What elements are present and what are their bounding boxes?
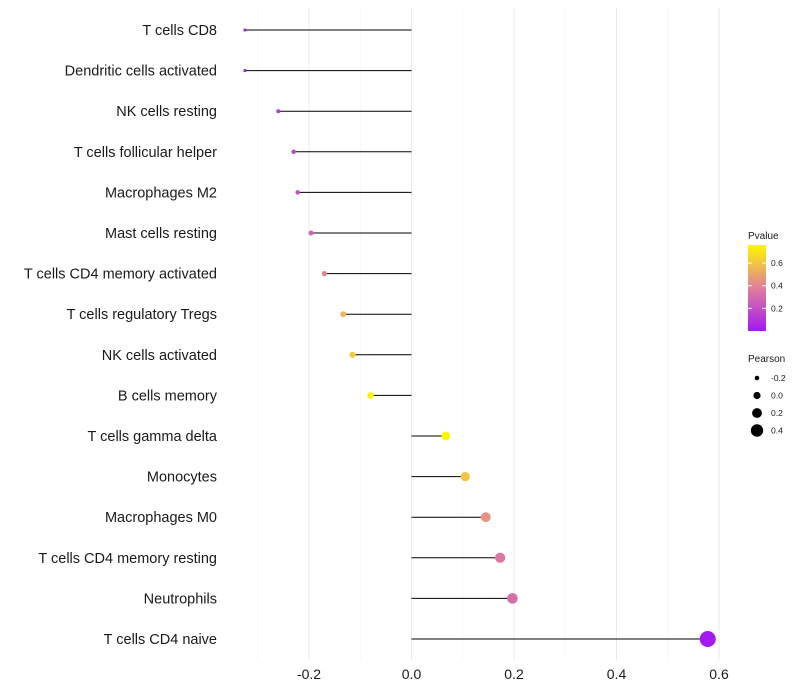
lollipop-point bbox=[480, 512, 491, 523]
category-label: T cells CD4 memory activated bbox=[24, 267, 217, 283]
category-label: T cells CD8 bbox=[142, 23, 217, 39]
category-label: Neutrophils bbox=[144, 591, 217, 607]
category-label: T cells gamma delta bbox=[88, 429, 218, 445]
lollipop-points bbox=[243, 28, 716, 648]
colorbar-tick-label: 0.6 bbox=[771, 258, 783, 268]
lollipop-point bbox=[460, 471, 470, 482]
size-legend-dot bbox=[750, 424, 764, 437]
pvalue-colorbar bbox=[748, 245, 766, 331]
category-label: Macrophages M2 bbox=[105, 185, 217, 201]
category-label: Dendritic cells activated bbox=[65, 64, 217, 80]
size-legend-label: 0.4 bbox=[771, 426, 783, 436]
lollipop-point bbox=[321, 270, 328, 277]
pvalue-legend: Pvalue 0.2 0.4 0.6 bbox=[748, 231, 783, 331]
pvalue-legend-title: Pvalue bbox=[748, 231, 779, 242]
category-label: Monocytes bbox=[147, 470, 217, 486]
x-tick-label: 0.6 bbox=[709, 666, 729, 682]
category-label: Macrophages M0 bbox=[105, 510, 217, 526]
lollipop-point bbox=[291, 149, 296, 155]
lollipop-point bbox=[295, 190, 301, 195]
size-legend-label: 0.2 bbox=[771, 408, 783, 418]
lollipop-point bbox=[340, 311, 347, 318]
x-axis-ticks: -0.2 0.0 0.2 0.4 0.6 bbox=[297, 666, 729, 682]
colorbar-tick-label: 0.4 bbox=[771, 281, 783, 291]
size-legend-label: 0.0 bbox=[771, 391, 783, 401]
pearson-legend: Pearson -0.2 0.0 0.2 0.4 bbox=[748, 354, 786, 437]
category-label: T cells CD4 memory resting bbox=[38, 551, 217, 567]
category-label: NK cells activated bbox=[102, 348, 217, 364]
category-label: T cells follicular helper bbox=[74, 145, 217, 161]
lollipop-point bbox=[507, 593, 518, 604]
lollipop-point bbox=[367, 392, 374, 399]
lollipop-point bbox=[441, 431, 451, 441]
category-labels: T cells CD8 Dendritic cells activated NK c… bbox=[24, 23, 218, 648]
x-tick-label: -0.2 bbox=[297, 666, 321, 682]
category-label: Mast cells resting bbox=[105, 226, 217, 242]
lollipop-point bbox=[243, 28, 247, 32]
category-label: T cells CD4 naive bbox=[104, 632, 217, 648]
size-legend-dot bbox=[752, 408, 762, 418]
colorbar-tick-label: 0.2 bbox=[771, 303, 783, 313]
lollipop-stems bbox=[244, 29, 708, 640]
size-legend-dot bbox=[754, 375, 760, 381]
lollipop-point bbox=[495, 552, 506, 563]
lollipop-point bbox=[243, 69, 247, 73]
pearson-legend-title: Pearson bbox=[748, 354, 785, 365]
category-label: T cells regulatory Tregs bbox=[67, 307, 217, 323]
lollipop-point bbox=[349, 351, 356, 358]
x-tick-label: 0.2 bbox=[504, 666, 524, 682]
x-tick-label: 0.0 bbox=[402, 666, 422, 682]
category-label: B cells memory bbox=[118, 388, 218, 404]
lollipop-point bbox=[308, 230, 314, 236]
grid-lines bbox=[257, 8, 720, 660]
category-label: NK cells resting bbox=[116, 104, 217, 120]
lollipop-point bbox=[699, 630, 716, 648]
lollipop-point bbox=[276, 109, 281, 114]
size-legend-dot bbox=[753, 391, 761, 400]
size-legend-label: -0.2 bbox=[771, 373, 786, 383]
x-tick-label: 0.4 bbox=[607, 666, 627, 682]
